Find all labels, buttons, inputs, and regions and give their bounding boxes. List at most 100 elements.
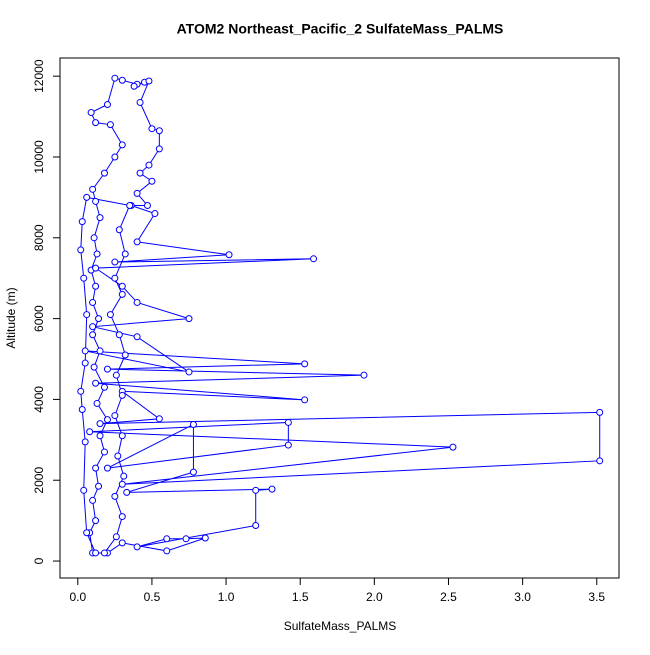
data-point [118, 290, 126, 298]
data-point [93, 399, 101, 407]
data-point [155, 127, 163, 135]
data-point [77, 387, 85, 395]
data-point [103, 365, 111, 373]
data-point [133, 238, 141, 246]
data-point [92, 282, 100, 290]
data-point [103, 416, 111, 424]
y-axis-label: Altitude (m) [4, 287, 18, 348]
data-point [80, 486, 88, 494]
data-point [118, 513, 126, 521]
data-point [112, 533, 120, 541]
x-tick-label: 3.5 [588, 590, 605, 604]
data-point [118, 539, 126, 547]
data-point [133, 298, 141, 306]
data-point [268, 485, 276, 493]
data-point [118, 391, 126, 399]
data-point [118, 141, 126, 149]
data-point [89, 331, 97, 339]
y-tick-label: 0 [32, 557, 46, 564]
data-point [133, 543, 141, 551]
y-tick-label: 6000 [32, 305, 46, 332]
data-point [96, 347, 104, 355]
data-point [155, 145, 163, 153]
data-point [133, 189, 141, 197]
data-point [130, 82, 138, 90]
data-point [103, 100, 111, 108]
data-point [182, 535, 190, 543]
data-point [95, 315, 103, 323]
data-point [596, 457, 604, 465]
y-tick-label: 10000 [32, 140, 46, 174]
data-point [92, 379, 100, 387]
data-point [111, 153, 119, 161]
data-point [77, 246, 85, 254]
data-point [92, 119, 100, 127]
data-point [78, 406, 86, 414]
data-point [115, 226, 123, 234]
data-point [90, 234, 98, 242]
x-tick-label: 1.5 [292, 590, 309, 604]
data-point [83, 529, 91, 537]
data-point [123, 488, 131, 496]
data-point [100, 448, 108, 456]
data-point [310, 255, 318, 263]
data-point [81, 347, 89, 355]
y-tick-label: 4000 [32, 386, 46, 413]
data-point [596, 408, 604, 416]
data-point [92, 517, 100, 525]
data-point [121, 250, 129, 258]
data-point [145, 161, 153, 169]
data-point [92, 264, 100, 272]
data-point [118, 432, 126, 440]
data-point [225, 251, 233, 259]
data-point [81, 359, 89, 367]
data-point [115, 331, 123, 339]
data-point [100, 383, 108, 391]
data-point [145, 77, 153, 85]
data-point [301, 396, 309, 404]
chart-title: ATOM2 Northeast_Pacific_2 SulfateMass_PA… [177, 21, 504, 37]
data-point [111, 258, 119, 266]
data-point [111, 74, 119, 82]
data-line [80, 77, 601, 554]
data-point [89, 323, 97, 331]
x-tick-label: 0.0 [69, 590, 86, 604]
data-point [252, 521, 260, 529]
x-tick-label: 1.0 [218, 590, 235, 604]
data-point [155, 415, 163, 423]
data-point [111, 492, 119, 500]
data-point [92, 197, 100, 205]
data-point [163, 547, 171, 555]
data-point [143, 201, 151, 209]
data-point [114, 452, 122, 460]
data-point [185, 315, 193, 323]
data-point [106, 311, 114, 319]
data-point [151, 210, 159, 218]
data-point [83, 311, 91, 319]
data-point [103, 464, 111, 472]
data-point [112, 371, 120, 379]
data-point [89, 185, 97, 193]
x-tick-label: 2.5 [440, 590, 457, 604]
y-tick-label: 2000 [32, 467, 46, 494]
data-point [252, 486, 260, 494]
data-point [95, 482, 103, 490]
data-point [148, 177, 156, 185]
data-point [301, 360, 309, 368]
data-point [121, 351, 129, 359]
data-point [96, 214, 104, 222]
y-tick-label: 12000 [32, 59, 46, 93]
data-point [148, 125, 156, 133]
data-point [78, 218, 86, 226]
x-tick-label: 3.0 [514, 590, 531, 604]
data-point [189, 468, 197, 476]
data-point [92, 464, 100, 472]
data-point [163, 535, 171, 543]
data-point [360, 371, 368, 379]
x-tick-label: 2.0 [366, 590, 383, 604]
data-point [80, 274, 88, 282]
data-point [96, 420, 104, 428]
data-point [201, 534, 209, 542]
data-point [89, 496, 97, 504]
